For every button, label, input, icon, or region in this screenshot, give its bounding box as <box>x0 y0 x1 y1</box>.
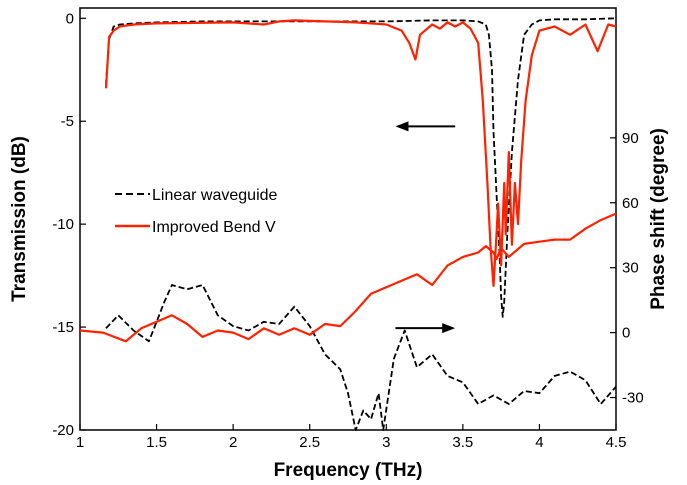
y-left-tick-label: -10 <box>52 216 74 233</box>
arrow-head <box>395 121 409 132</box>
y-right-tick-label: 60 <box>622 195 639 212</box>
legend-label-improved-bend-v: Improved Bend V <box>152 219 276 236</box>
x-tick-label: 2.5 <box>299 434 320 451</box>
series-lines <box>79 17 617 431</box>
x-tick-label: 3 <box>382 434 390 451</box>
plot-frame <box>79 7 617 431</box>
y-right-tick-label: -30 <box>622 390 644 407</box>
x-tick-labels: 1 1.5 2 2.5 3 3.5 4 4.5 <box>76 434 627 451</box>
y-left-tick-label: -20 <box>52 422 74 439</box>
x-tick-label: 4 <box>535 434 543 451</box>
series-line-phase-linear-waveguide <box>105 284 617 431</box>
arrow-left <box>395 121 456 132</box>
y-left-tick-label: 0 <box>66 10 74 27</box>
x-axis-title: Frequency (THz) <box>274 460 423 481</box>
y-right-tick-label: 90 <box>622 130 639 147</box>
annotations <box>395 121 456 334</box>
x-tick-label: 4.5 <box>606 434 627 451</box>
arrow-right <box>395 323 456 334</box>
y-left-axis-title: Transmission (dB) <box>9 136 30 302</box>
y-left-tick-labels: 0 -5 -10 -15 -20 <box>52 10 74 439</box>
x-tick-label: 1.5 <box>146 434 167 451</box>
x-tick-label: 3.5 <box>452 434 473 451</box>
series-line-phase-improved-bend-v <box>79 212 617 343</box>
y-left-tick-label: -5 <box>61 113 74 130</box>
x-tick-label: 2 <box>229 434 237 451</box>
x-tick-label: 1 <box>76 434 84 451</box>
arrow-head <box>442 323 456 334</box>
y-left-tick-label: -15 <box>52 319 74 336</box>
y-right-tick-label: 0 <box>622 325 630 342</box>
tick-marks <box>79 17 617 431</box>
y-right-tick-label: 30 <box>622 260 639 277</box>
legend-label-linear-waveguide: Linear waveguide <box>152 187 278 204</box>
legend: Linear waveguide Improved Bend V <box>115 187 278 236</box>
series-line-transmission-linear-waveguide <box>105 17 617 318</box>
y-right-tick-labels: 90 60 30 0 -30 <box>622 130 644 407</box>
y-right-axis-title: Phase shift (degree) <box>648 128 669 310</box>
series-line-transmission-improved-bend-v <box>104 19 617 287</box>
